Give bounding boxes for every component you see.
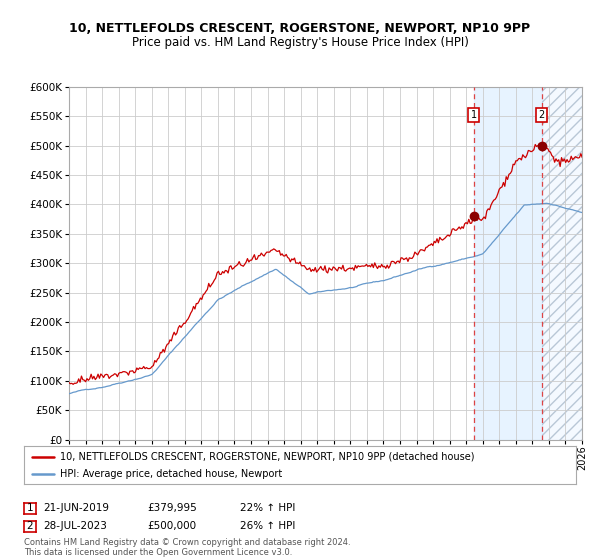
Text: 10, NETTLEFOLDS CRESCENT, ROGERSTONE, NEWPORT, NP10 9PP (detached house): 10, NETTLEFOLDS CRESCENT, ROGERSTONE, NE… [60, 451, 475, 461]
Text: Contains HM Land Registry data © Crown copyright and database right 2024.
This d: Contains HM Land Registry data © Crown c… [24, 538, 350, 557]
Text: 10, NETTLEFOLDS CRESCENT, ROGERSTONE, NEWPORT, NP10 9PP: 10, NETTLEFOLDS CRESCENT, ROGERSTONE, NE… [70, 22, 530, 35]
Text: 2: 2 [26, 521, 34, 531]
Text: £379,995: £379,995 [147, 503, 197, 514]
Text: 2: 2 [539, 110, 545, 120]
Text: Price paid vs. HM Land Registry's House Price Index (HPI): Price paid vs. HM Land Registry's House … [131, 36, 469, 49]
Text: 26% ↑ HPI: 26% ↑ HPI [240, 521, 295, 531]
Text: 21-JUN-2019: 21-JUN-2019 [43, 503, 109, 514]
Bar [474, 87, 542, 440]
Text: £500,000: £500,000 [147, 521, 196, 531]
Bar [542, 87, 599, 440]
Text: HPI: Average price, detached house, Newport: HPI: Average price, detached house, Newp… [60, 469, 282, 479]
Bar [542, 87, 599, 440]
Text: 1: 1 [26, 503, 34, 514]
Text: 28-JUL-2023: 28-JUL-2023 [43, 521, 107, 531]
Text: 22% ↑ HPI: 22% ↑ HPI [240, 503, 295, 514]
Text: 1: 1 [471, 110, 477, 120]
